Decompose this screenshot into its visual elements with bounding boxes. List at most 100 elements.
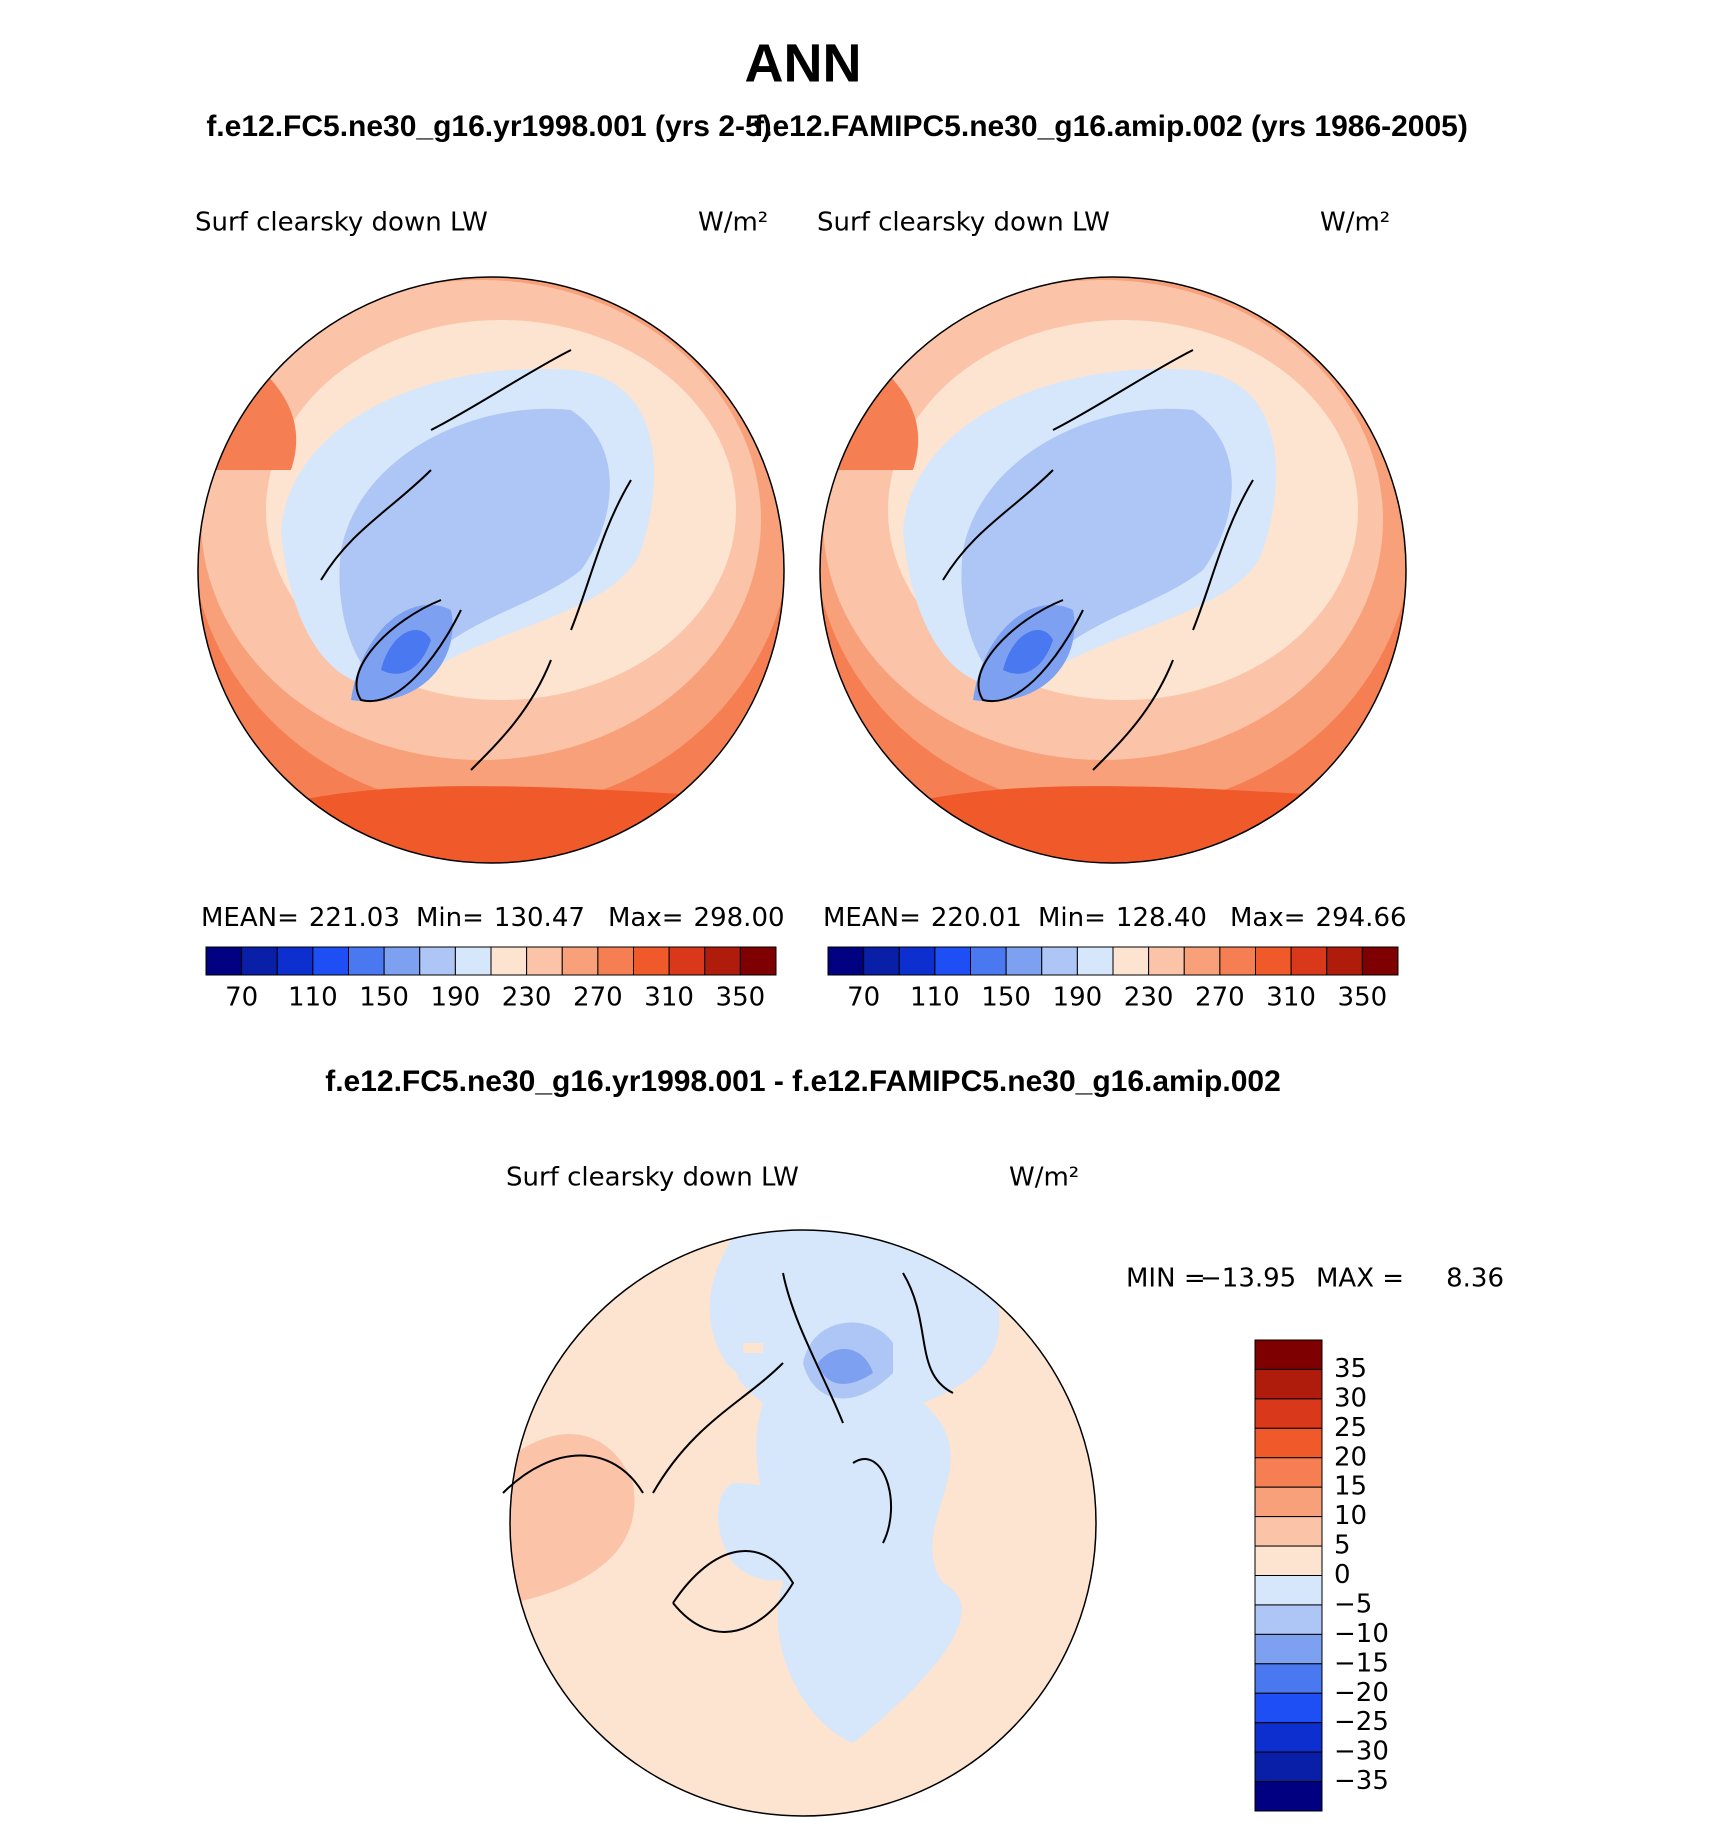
- colorbar-box: [1290, 946, 1328, 976]
- colorbar-label: 190: [431, 983, 481, 1013]
- stat-value: 128.40: [1116, 903, 1207, 933]
- panel: Surf clearsky down LW W/m²: [191, 208, 791, 871]
- colorbar-box: [490, 946, 528, 976]
- colorbar-label: 30: [1334, 1383, 1367, 1413]
- colorbar-box: [419, 946, 456, 976]
- colorbar-box: [1254, 1781, 1323, 1812]
- colorbar-box: [1254, 1722, 1323, 1753]
- colorbar-box: [241, 946, 278, 976]
- colorbar-label: 150: [359, 983, 409, 1013]
- colorbar-box: [1254, 1368, 1323, 1400]
- colorbar-box: [1326, 946, 1363, 976]
- colorbar-box: [1219, 946, 1256, 976]
- colorbar-label: −25: [1334, 1707, 1389, 1737]
- colorbar-box: [1254, 1486, 1323, 1518]
- colorbar-label: −30: [1334, 1737, 1389, 1767]
- colorbar-box: [1254, 1457, 1323, 1488]
- colorbar-box: [526, 946, 563, 976]
- colorbar-label: 25: [1334, 1413, 1367, 1443]
- colorbar-label: 270: [573, 983, 623, 1013]
- colorbar-label: 110: [910, 983, 960, 1013]
- colorbar-box: [970, 946, 1007, 976]
- colorbar-label: 230: [1124, 983, 1174, 1013]
- max-label: MAX =: [1316, 1264, 1404, 1294]
- colorbar-box: [898, 946, 936, 976]
- colorbar-label: −35: [1334, 1766, 1389, 1796]
- colorbar-label: 70: [847, 983, 880, 1013]
- colorbar-box: [1254, 1663, 1323, 1694]
- colorbar-box: [205, 946, 243, 976]
- colorbar-box: [1005, 946, 1043, 976]
- colorbar-box: [1254, 1339, 1323, 1370]
- colorbar-box: [1254, 1398, 1323, 1429]
- colorbar-box: [633, 946, 670, 976]
- colorbar-label: 0: [1334, 1560, 1351, 1590]
- variable-label: Surf clearsky down LW: [195, 208, 488, 238]
- stat: Max= 298.00: [608, 903, 785, 933]
- colorbar-box: [1112, 946, 1150, 976]
- colorbar-label: 20: [1334, 1442, 1367, 1472]
- stat-label: Max=: [1230, 903, 1306, 933]
- min-value: −13.95: [1200, 1264, 1296, 1294]
- colorbar-label: 350: [1338, 983, 1388, 1013]
- map: [813, 250, 1413, 870]
- stat-value: 221.03: [309, 903, 400, 933]
- colorbar-box: [1148, 946, 1185, 976]
- stat-value: 220.01: [931, 903, 1022, 933]
- stat-label: Max=: [608, 903, 684, 933]
- colorbar-label: −10: [1334, 1619, 1389, 1649]
- colorbar-box: [1254, 1575, 1323, 1606]
- colorbar-box: [1041, 946, 1078, 976]
- colorbar-label: 230: [502, 983, 552, 1013]
- colorbar-box: [704, 946, 741, 976]
- colorbar-box: [934, 946, 971, 976]
- colorbar-box: [1254, 1604, 1323, 1635]
- colorbar-box: [863, 946, 900, 976]
- units-label: W/m²: [1009, 1163, 1079, 1193]
- stat-value: 130.47: [494, 903, 585, 933]
- stat: Max= 294.66: [1230, 903, 1407, 933]
- variable-label: Surf clearsky down LW: [506, 1163, 799, 1193]
- colorbar-box: [383, 946, 421, 976]
- colorbar-box: [1254, 1545, 1323, 1576]
- min-label: MIN =: [1126, 1264, 1206, 1294]
- colorbar-box: [1255, 946, 1292, 976]
- colorbar-label: 5: [1334, 1531, 1351, 1561]
- colorbar-box: [276, 946, 314, 976]
- colorbar-box: [827, 946, 865, 976]
- stat-value: 298.00: [694, 903, 785, 933]
- colorbar-box: [1361, 946, 1399, 976]
- colorbar-label: −20: [1334, 1678, 1389, 1708]
- panel: Surf clearsky down LW W/m²: [813, 208, 1413, 871]
- colorbar-label: 350: [716, 983, 766, 1013]
- stat: Min= 130.47: [416, 903, 585, 933]
- difference-map: [502, 1229, 1097, 1817]
- stat-label: Min=: [1038, 903, 1106, 933]
- max-value: 8.36: [1446, 1264, 1504, 1294]
- stat: Min= 128.40: [1038, 903, 1207, 933]
- colorbar-box: [739, 946, 777, 976]
- colorbar-label: 70: [225, 983, 258, 1013]
- stat: MEAN= 221.03: [201, 903, 400, 933]
- units-label: W/m²: [1320, 208, 1390, 238]
- stat: MEAN= 220.01: [823, 903, 1022, 933]
- colorbar-label: 10: [1334, 1501, 1367, 1531]
- colorbar-label: 270: [1195, 983, 1245, 1013]
- case-title: f.e12.FC5.ne30_g16.yr1998.001 (yrs 2-5): [206, 110, 771, 143]
- colorbar-box: [1254, 1751, 1323, 1783]
- colorbar-label: 150: [981, 983, 1031, 1013]
- colorbar-label: 310: [644, 983, 694, 1013]
- colorbar-box: [454, 946, 492, 976]
- colorbar-label: 110: [288, 983, 338, 1013]
- colorbar-box: [597, 946, 634, 976]
- colorbar-label: 190: [1053, 983, 1103, 1013]
- colorbar-box: [1254, 1692, 1323, 1724]
- case-title: f.e12.FAMIPC5.ne30_g16.amip.002 (yrs 198…: [754, 110, 1468, 143]
- colorbar-box: [1183, 946, 1221, 976]
- colorbar-box: [1254, 1516, 1323, 1547]
- colorbar-box: [1254, 1633, 1323, 1665]
- map: [191, 250, 791, 870]
- variable-label: Surf clearsky down LW: [817, 208, 1110, 238]
- stat-label: Min=: [416, 903, 484, 933]
